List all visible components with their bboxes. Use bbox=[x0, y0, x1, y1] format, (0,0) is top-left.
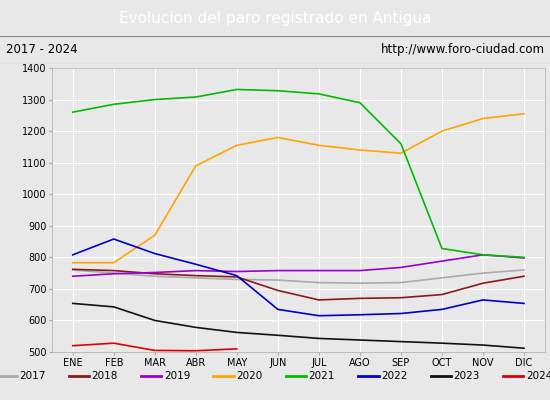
Text: 2017: 2017 bbox=[19, 371, 46, 381]
Text: 2024: 2024 bbox=[526, 371, 550, 381]
Text: 2018: 2018 bbox=[91, 371, 118, 381]
Text: 2022: 2022 bbox=[381, 371, 408, 381]
Text: Evolucion del paro registrado en Antigua: Evolucion del paro registrado en Antigua bbox=[119, 10, 431, 26]
Text: 2021: 2021 bbox=[309, 371, 335, 381]
Text: 2017 - 2024: 2017 - 2024 bbox=[6, 44, 77, 56]
Text: 2019: 2019 bbox=[164, 371, 190, 381]
Text: http://www.foro-ciudad.com: http://www.foro-ciudad.com bbox=[381, 44, 544, 56]
Text: 2023: 2023 bbox=[453, 371, 480, 381]
Text: 2020: 2020 bbox=[236, 371, 262, 381]
